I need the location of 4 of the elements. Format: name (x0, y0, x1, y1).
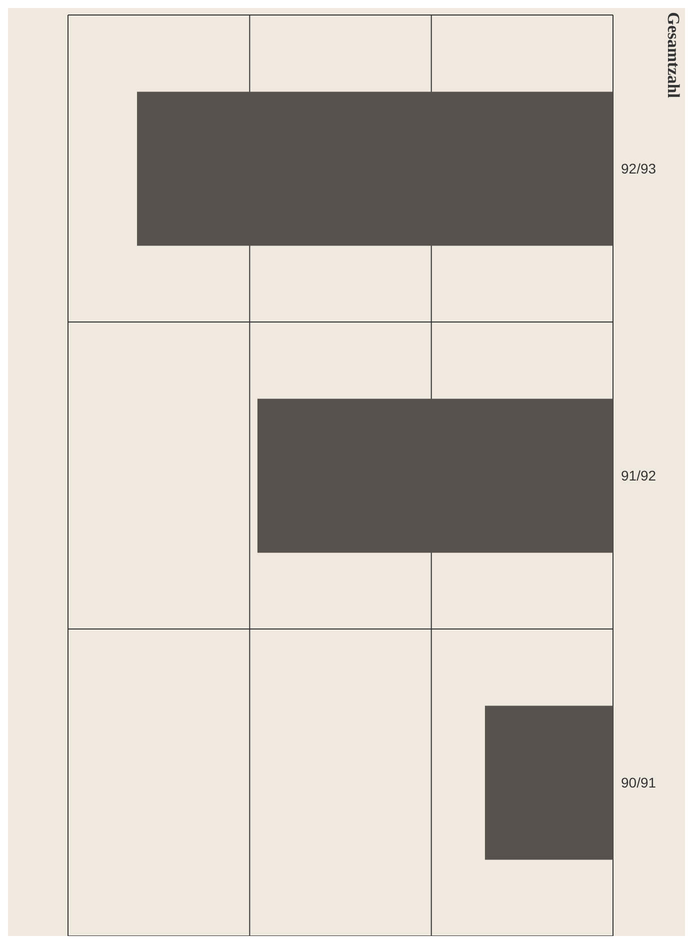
text: Gesamtzahl (663, 12, 683, 98)
y-tick-label: 91/92 (621, 467, 656, 484)
y-tick-label: 92/93 (621, 160, 656, 176)
y-tick-label: 90/91 (621, 774, 656, 790)
